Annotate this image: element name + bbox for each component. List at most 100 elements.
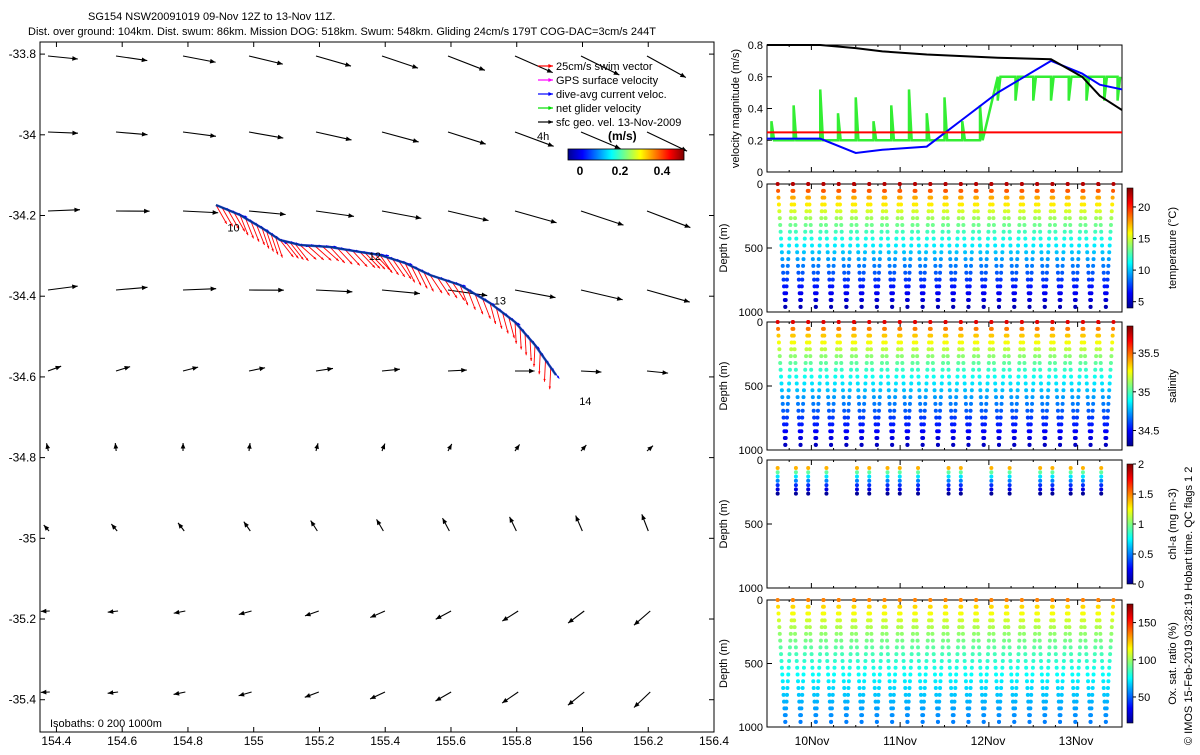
profile-sample-point bbox=[1045, 409, 1049, 413]
profile-sample-point bbox=[782, 693, 786, 697]
profile-sample-point bbox=[948, 395, 952, 399]
profile-sample-point bbox=[1098, 632, 1102, 636]
profile-sample-point bbox=[883, 612, 887, 616]
profile-sample-point bbox=[959, 189, 963, 193]
geo-velocity-arrow-head bbox=[74, 208, 80, 213]
profile-sample-point bbox=[896, 632, 900, 636]
profile-sample-point bbox=[1054, 237, 1058, 241]
map-xtick-label: 154.6 bbox=[107, 734, 137, 748]
profile-sample-point bbox=[905, 720, 909, 724]
profile-sample-point bbox=[810, 666, 814, 670]
profile-sample-point bbox=[977, 368, 981, 372]
profile-sample-point bbox=[1111, 196, 1115, 200]
profile-sample-point bbox=[1021, 334, 1025, 338]
profile-sample-point bbox=[867, 320, 871, 324]
profile-sample-point bbox=[889, 700, 893, 704]
profile-sample-point bbox=[970, 381, 974, 385]
profile-sample-point bbox=[842, 271, 846, 275]
profile-sample-point bbox=[1032, 645, 1036, 649]
profile-sample-point bbox=[1032, 230, 1036, 234]
profile-sample-point bbox=[1076, 264, 1080, 268]
profile-sample-point bbox=[1097, 612, 1101, 616]
profile-sample-point bbox=[807, 340, 811, 344]
profile-sample-point bbox=[869, 202, 873, 206]
profile-sample-point bbox=[1071, 264, 1075, 268]
profile-sample-point bbox=[1031, 250, 1035, 254]
profile-sample-point bbox=[959, 470, 963, 474]
colorbar-tick-label: 5 bbox=[1138, 297, 1144, 309]
day-label: 10 bbox=[227, 223, 239, 235]
profile-sample-point bbox=[873, 271, 877, 275]
profile-sample-point bbox=[947, 381, 951, 385]
profile-sample-point bbox=[898, 483, 902, 487]
profile-sample-point bbox=[918, 673, 922, 677]
profile-sample-point bbox=[971, 237, 975, 241]
profile-sample-point bbox=[1057, 700, 1061, 704]
profile-sample-point bbox=[1083, 347, 1087, 351]
profile-sample-point bbox=[1071, 402, 1075, 406]
profile-sample-point bbox=[798, 298, 802, 302]
profile-sample-point bbox=[984, 271, 988, 275]
profile-sample-point bbox=[833, 381, 837, 385]
profile-sample-point bbox=[980, 271, 984, 275]
profile-sample-point bbox=[980, 278, 984, 282]
profile-sample-point bbox=[863, 257, 867, 261]
profile-sample-point bbox=[1069, 470, 1073, 474]
profile-sample-point bbox=[1025, 679, 1029, 683]
geo-velocity-arrow-head bbox=[502, 616, 508, 621]
profile-sample-point bbox=[843, 416, 847, 420]
profile-sample-point bbox=[905, 291, 909, 295]
colorbar-label: chl-a (mg m-3) bbox=[1167, 488, 1179, 560]
profile-sample-point bbox=[898, 479, 902, 483]
profile-sample-point bbox=[950, 700, 954, 704]
profile-sample-point bbox=[796, 271, 800, 275]
map-ytick-label: -34.8 bbox=[9, 451, 37, 465]
profile-sample-point bbox=[1057, 706, 1061, 710]
profile-sample-point bbox=[1083, 223, 1087, 227]
profile-sample-point bbox=[977, 645, 981, 649]
profile-sample-point bbox=[840, 230, 844, 234]
profile-sample-point bbox=[1037, 216, 1041, 220]
profile-sample-point bbox=[893, 264, 897, 268]
profile-sample-point bbox=[888, 271, 892, 275]
profile-sample-point bbox=[795, 659, 799, 663]
profile-sample-point bbox=[1100, 388, 1104, 392]
profile-sample-point bbox=[857, 409, 861, 413]
profile-sample-point bbox=[1087, 416, 1091, 420]
profile-sample-point bbox=[1069, 237, 1073, 241]
profile-sample-point bbox=[929, 196, 933, 200]
profile-sample-point bbox=[1010, 264, 1014, 268]
profile-sample-point bbox=[811, 679, 815, 683]
profile-sample-point bbox=[896, 216, 900, 220]
profile-sample-point bbox=[919, 700, 923, 704]
profile-sample-point bbox=[1111, 605, 1115, 609]
profile-sample-point bbox=[889, 422, 893, 426]
profile-sample-point bbox=[1077, 666, 1081, 670]
profile-sample-point bbox=[1072, 416, 1076, 420]
profile-sample-point bbox=[1092, 250, 1096, 254]
profile-sample-point bbox=[828, 700, 832, 704]
profile-sample-point bbox=[810, 375, 814, 379]
profile-sample-point bbox=[1036, 334, 1040, 338]
profile-sample-point bbox=[916, 223, 920, 227]
profile-sample-point bbox=[991, 347, 995, 351]
profile-sample-point bbox=[1100, 666, 1104, 670]
profile-sample-point bbox=[1094, 632, 1098, 636]
profile-sample-point bbox=[1036, 618, 1040, 622]
profile-sample-point bbox=[1086, 673, 1090, 677]
profile-sample-point bbox=[1091, 409, 1095, 413]
profile-sample-point bbox=[909, 659, 913, 663]
profile-sample-point bbox=[776, 320, 780, 324]
profile-sample-point bbox=[935, 291, 939, 295]
profile-sample-point bbox=[986, 237, 990, 241]
profile-sample-point bbox=[933, 257, 937, 261]
profile-sample-point bbox=[1075, 686, 1079, 690]
profile-sample-point bbox=[786, 395, 790, 399]
profile-sample-point bbox=[898, 320, 902, 324]
profile-sample-point bbox=[777, 209, 781, 213]
profile-sample-point bbox=[933, 679, 937, 683]
swim-vector-arrow-head bbox=[538, 371, 540, 374]
profile-sample-point bbox=[924, 388, 928, 392]
profile-sample-point bbox=[859, 429, 863, 433]
